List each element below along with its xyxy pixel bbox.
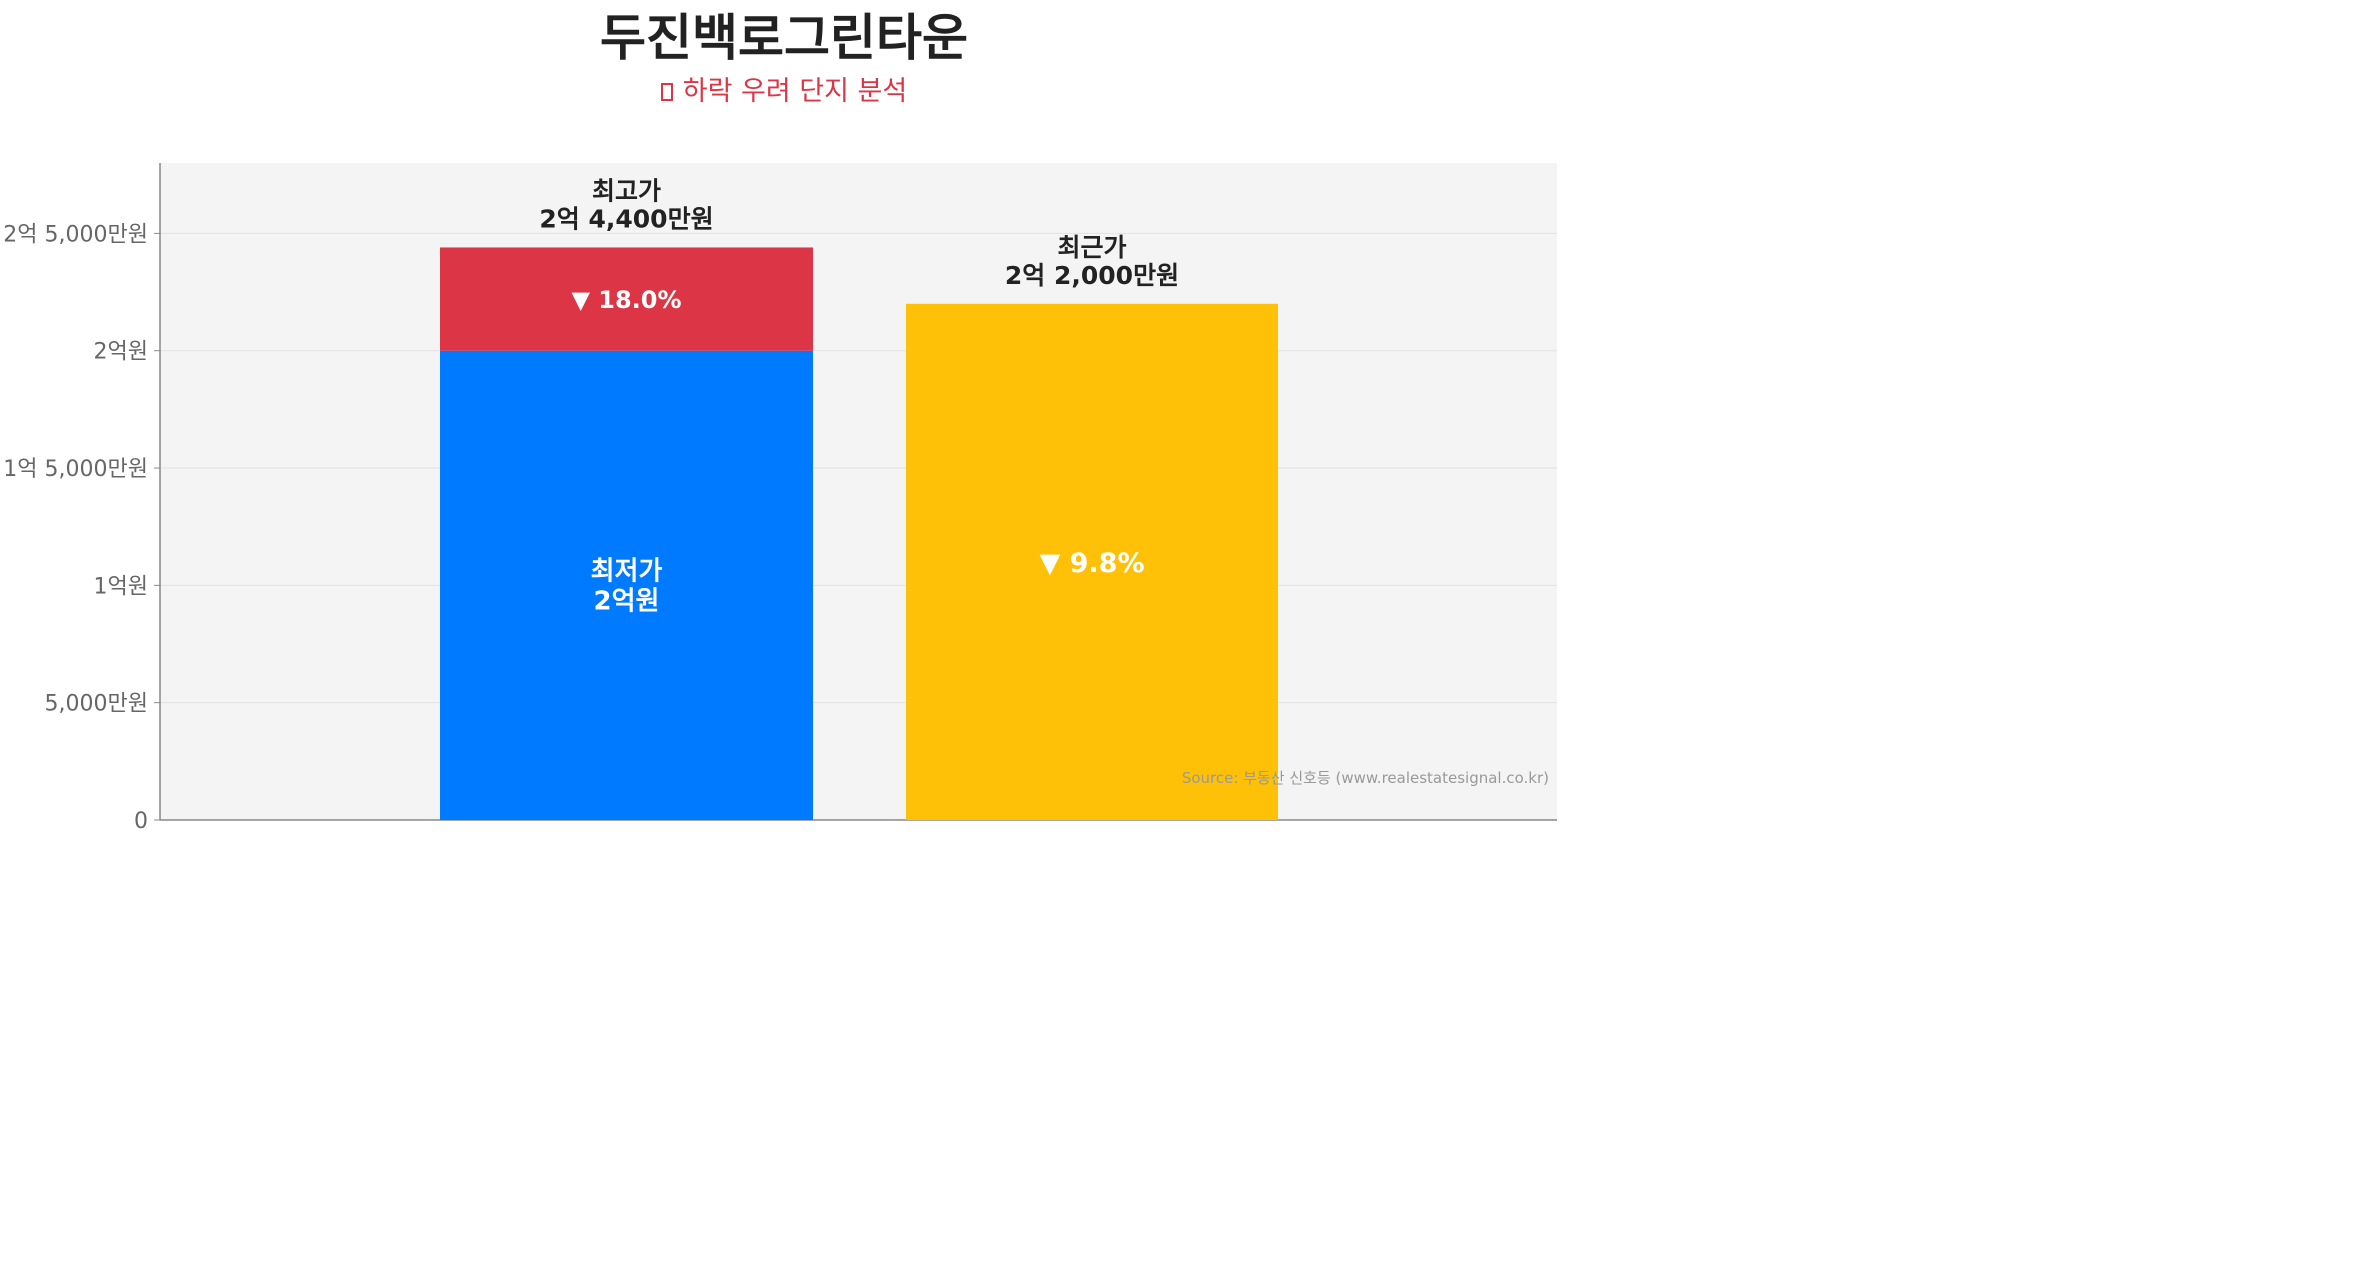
y-tick-label: 2억원	[94, 340, 148, 365]
y-tick-label: 0	[134, 809, 148, 834]
bar-min-price	[440, 350, 813, 820]
max-price-label: 최고가	[592, 176, 661, 205]
y-axis: 0 5,000만원 1억원 1억 5,000만원 2억원 2억 5,000만원	[3, 163, 1557, 834]
source-note: Source: 부동산 신호등 (www.realestatesignal.co…	[1182, 769, 1549, 787]
chart-title: 두진백로그린타운	[600, 9, 968, 67]
recent-price-value: 2억 2,000만원	[1005, 261, 1179, 290]
bar-drop-segment	[440, 247, 813, 351]
drop-percent-label: ▼ 18.0%	[571, 286, 681, 314]
max-price-value: 2억 4,400만원	[539, 204, 713, 233]
plot-area	[160, 163, 1557, 820]
y-tick-label: 1억원	[94, 574, 148, 599]
y-tick-label: 5,000만원	[45, 692, 148, 717]
bars	[440, 247, 1278, 820]
min-price-label: 최저가	[591, 556, 663, 586]
warning-emoji-icon	[660, 83, 673, 101]
y-tick-label: 1억 5,000만원	[3, 457, 148, 482]
chart-subtitle-text: 하락 우려 단지 분석	[682, 76, 908, 107]
min-price-value: 2억원	[594, 586, 660, 616]
recent-price-label: 최근가	[1057, 233, 1126, 262]
recent-drop-percent-label: ▼ 9.8%	[1039, 548, 1144, 579]
chart-subtitle: 하락 우려 단지 분석	[0, 70, 1568, 114]
bar-recent-price	[906, 303, 1278, 820]
y-tick-label: 2억 5,000만원	[3, 222, 148, 247]
gridlines	[160, 232, 1557, 704]
